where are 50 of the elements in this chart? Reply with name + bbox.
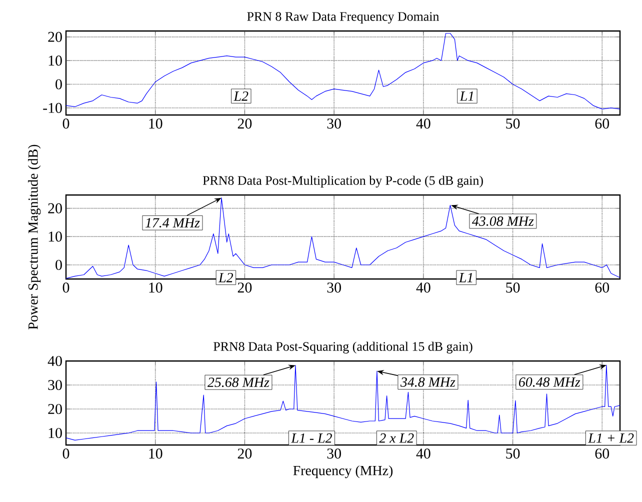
x-tick-label: 20: [238, 118, 252, 129]
y-tick-label: 0: [56, 260, 62, 270]
y-tick-label: -10: [43, 102, 62, 113]
y-tick-label: 20: [48, 32, 62, 42]
y-tick-label: 10: [48, 56, 62, 66]
annotation: 60.48 MHz: [518, 377, 580, 387]
annotation: 34.8 MHz: [400, 377, 456, 387]
y-tick-label: 20: [48, 404, 62, 414]
y-axis-title: Power Spectrum Magnitude (dB): [28, 144, 41, 330]
annotation: L1: [460, 91, 474, 101]
x-tick-label: 60: [595, 448, 610, 459]
chart-title: PRN 8 Raw Data Frequency Domain: [247, 12, 440, 24]
line-series: [66, 33, 620, 110]
x-tick-label: 50: [506, 448, 520, 459]
x-tick-label: 30: [327, 448, 341, 459]
x-tick-label: 50: [506, 282, 520, 293]
x-tick-label: 10: [149, 282, 162, 293]
annotation: 2 x L2: [379, 433, 414, 443]
annotation: L1: [458, 272, 472, 282]
y-tick-label: 30: [48, 380, 62, 390]
x-tick-label: 60: [595, 282, 610, 293]
chart-title: PRN8 Data Post-Multiplication by P-code (5 dB gain): [202, 176, 483, 188]
x-tick-label: 10: [149, 118, 162, 129]
x-tick-label: 0: [62, 118, 70, 129]
annotation: 25.68 MHz: [207, 378, 270, 388]
x-tick-label: 0: [62, 282, 70, 293]
x-tick-label: 30: [327, 118, 341, 129]
y-tick-label: 40: [48, 356, 62, 366]
annotation: 17.4 MHz: [145, 218, 200, 228]
x-axis-title: Frequency (MHz): [293, 465, 393, 478]
annotation: 43.08 MHz: [472, 216, 534, 226]
annotation: L1 - L2: [291, 433, 332, 443]
y-tick-label: 0: [56, 79, 62, 90]
x-tick-label: 40: [416, 448, 430, 459]
x-tick-label: 20: [238, 448, 252, 459]
x-tick-label: 0: [62, 448, 70, 459]
x-tick-label: 40: [416, 282, 430, 293]
annotation: L1 + L2: [588, 433, 634, 443]
annotation: L2: [234, 91, 248, 101]
x-tick-label: 50: [506, 118, 520, 129]
x-tick-label: 40: [416, 118, 430, 129]
y-tick-label: 10: [48, 232, 62, 242]
annotation: L2: [218, 272, 234, 282]
x-tick-label: 20: [238, 282, 252, 293]
x-tick-label: 10: [149, 448, 162, 459]
y-tick-label: 10: [48, 428, 62, 438]
y-tick-label: 20: [48, 203, 62, 214]
x-tick-label: 30: [327, 282, 341, 293]
chart-title: PRN8 Data Post-Squaring (additional 15 dB gain): [214, 342, 472, 354]
x-tick-label: 60: [595, 118, 610, 129]
